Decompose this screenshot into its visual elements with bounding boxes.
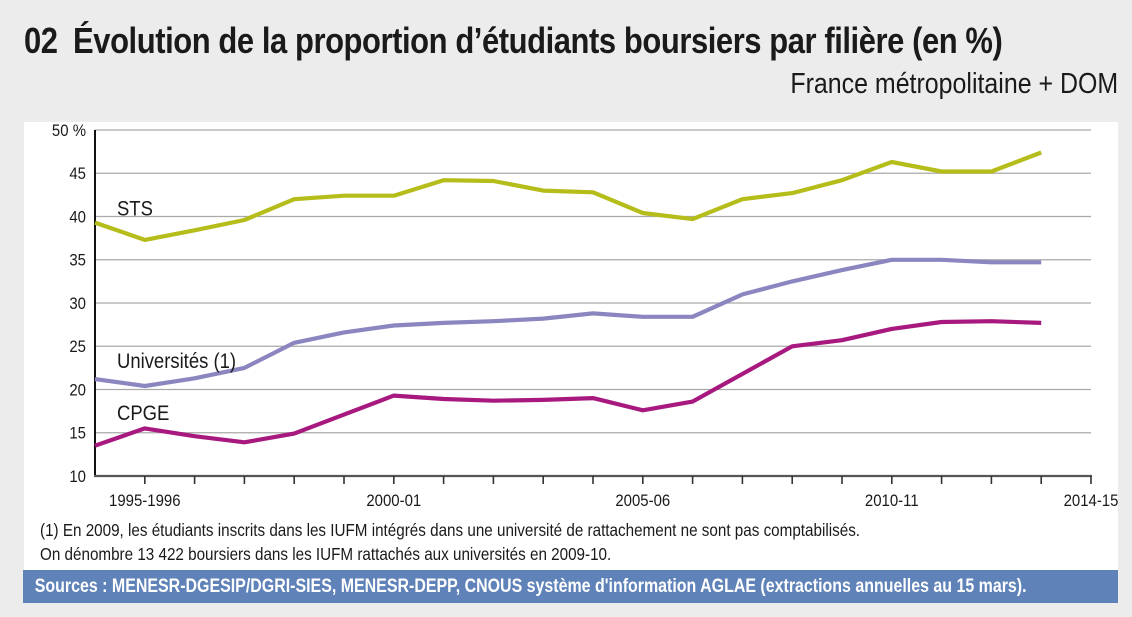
- y-tick-label: 20: [69, 382, 86, 400]
- footnote-2: On dénombre 13 422 boursiers dans les IU…: [40, 544, 612, 564]
- series-line-sts: [94, 150, 1042, 242]
- series-line-universit-s-1: [94, 257, 1042, 389]
- x-tick-label: 2010-11: [865, 492, 919, 510]
- y-tick-label: 30: [69, 295, 86, 313]
- footnote-1: (1) En 2009, les étudiants inscrits dans…: [40, 520, 861, 540]
- x-tick-label: 2014-15: [1064, 492, 1119, 510]
- sources-text: Sources : MENESR-DGESIP/DGRI-SIES, MENES…: [34, 576, 1027, 597]
- y-tick-label: 35: [69, 252, 86, 270]
- chart-title-text: Évolution de la proportion d’étudiants b…: [73, 20, 1003, 61]
- chart-title: 02 Évolution de la proportion d’étudiants…: [24, 20, 1003, 62]
- series-line-cpge: [94, 319, 1042, 448]
- y-tick-label: 40: [69, 209, 86, 227]
- x-tick-label: 2000-01: [366, 492, 421, 510]
- y-tick-label: 15: [69, 425, 86, 443]
- chart-subtitle: France métropolitaine + DOM: [790, 68, 1118, 100]
- y-tick-label: 45: [69, 165, 86, 183]
- x-tick-label: 2005-06: [615, 492, 670, 510]
- chart-number: 02: [24, 20, 58, 61]
- sources-bar: Sources : MENESR-DGESIP/DGRI-SIES, MENES…: [23, 570, 1118, 603]
- series-label: CPGE: [117, 402, 169, 425]
- y-tick-label: 50 %: [52, 122, 86, 140]
- y-tick-label: 25: [69, 338, 86, 356]
- series-label: STS: [117, 198, 153, 221]
- y-tick-label: 10: [69, 468, 86, 486]
- x-tick-label: 1995-1996: [109, 492, 181, 510]
- series-label: Universités (1): [117, 350, 236, 373]
